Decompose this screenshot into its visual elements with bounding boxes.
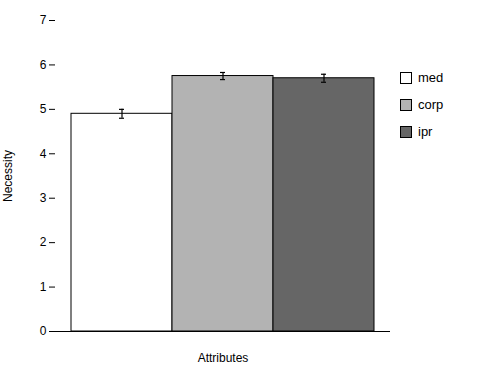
svg-text:Necessity: Necessity [1,150,15,202]
svg-text:3: 3 [40,191,47,205]
svg-text:Attributes: Attributes [198,351,249,365]
svg-text:5: 5 [40,102,47,116]
html-text:corp: corp [418,97,444,112]
svg-text:1: 1 [40,280,47,294]
svg-text:7: 7 [40,13,47,27]
svg-text:6: 6 [40,58,47,72]
html-text:med: med [418,70,444,85]
svg-text:0: 0 [40,324,47,338]
svg-text:2: 2 [40,235,47,249]
svg-text:4: 4 [40,147,47,161]
html-text:ipr: ipr [418,124,433,139]
